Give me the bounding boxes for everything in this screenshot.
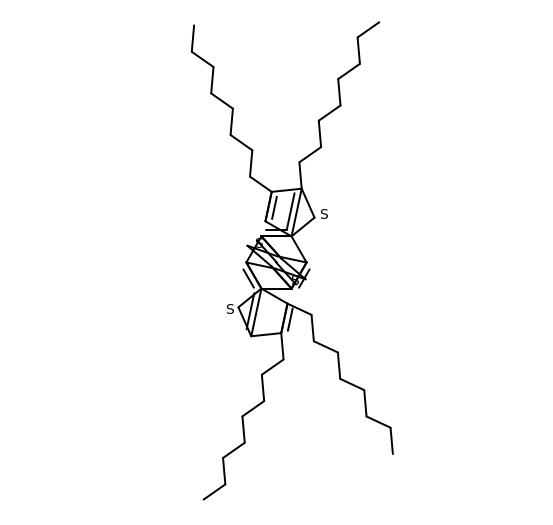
Text: S: S [225,303,234,317]
Text: S: S [290,274,299,288]
Text: S: S [254,237,263,251]
Text: S: S [319,208,328,222]
